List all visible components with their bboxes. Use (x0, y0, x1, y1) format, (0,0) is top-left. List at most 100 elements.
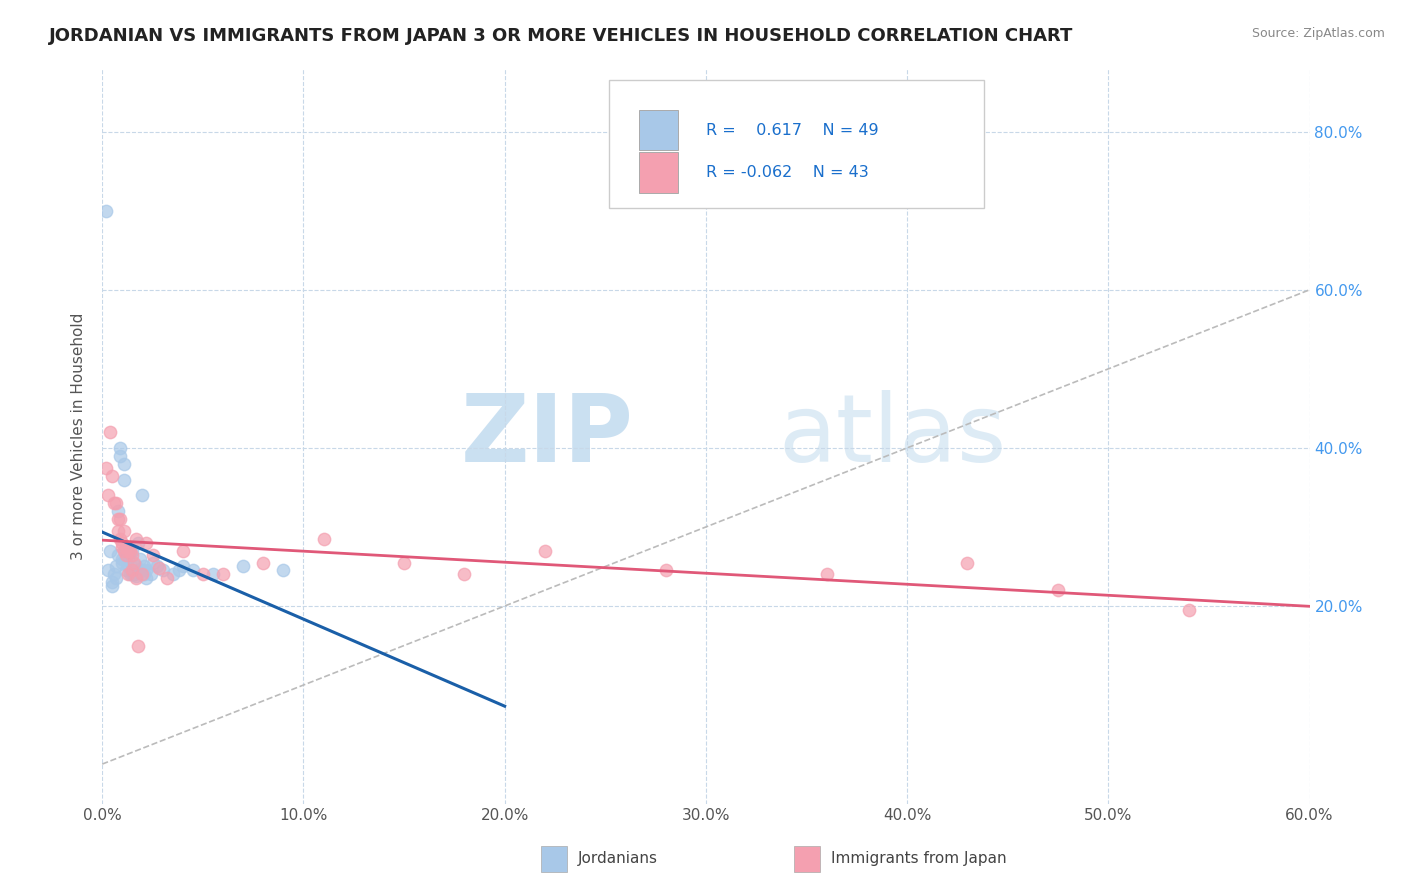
Point (121, 543, 143, 558)
FancyBboxPatch shape (640, 110, 678, 151)
Point (111, 551, 134, 566)
Point (131, 564, 153, 578)
Point (117, 567, 139, 582)
Point (172, 543, 194, 558)
Point (115, 548, 138, 562)
Text: JORDANIAN VS IMMIGRANTS FROM JAPAN 3 OR MORE VEHICLES IN HOUSEHOLD CORRELATION C: JORDANIAN VS IMMIGRANTS FROM JAPAN 3 OR … (49, 27, 1074, 45)
FancyBboxPatch shape (609, 79, 984, 208)
Point (98, 425, 121, 439)
Point (107, 512, 129, 526)
Point (392, 556, 415, 570)
Point (101, 468, 124, 483)
Point (111, 540, 134, 554)
Point (121, 567, 143, 582)
Point (97, 564, 120, 578)
Point (135, 535, 157, 549)
FancyBboxPatch shape (640, 153, 678, 193)
Point (191, 567, 214, 582)
Point (112, 524, 135, 538)
Point (105, 559, 128, 574)
Point (127, 535, 149, 549)
Point (120, 543, 142, 558)
Point (97, 488, 120, 502)
Point (110, 449, 132, 463)
Point (152, 564, 174, 578)
Point (124, 556, 146, 570)
Point (124, 567, 146, 582)
Point (312, 532, 335, 546)
Text: atlas: atlas (779, 390, 1007, 482)
Point (103, 567, 125, 582)
Point (139, 567, 162, 582)
Point (107, 524, 129, 538)
Point (107, 504, 129, 518)
Point (120, 567, 142, 582)
Text: ZIP: ZIP (461, 390, 634, 482)
Point (105, 496, 128, 510)
Point (155, 571, 177, 585)
Point (110, 512, 132, 526)
Point (112, 543, 135, 558)
Point (135, 571, 157, 585)
Point (125, 571, 148, 585)
Point (131, 488, 153, 502)
Point (134, 559, 156, 574)
Point (148, 561, 170, 575)
Point (110, 532, 132, 546)
Point (96, 460, 118, 475)
Text: R = -0.062    N = 43: R = -0.062 N = 43 (706, 165, 869, 180)
Point (115, 564, 138, 578)
Point (141, 548, 163, 562)
Point (110, 441, 132, 455)
Point (271, 564, 294, 578)
Point (134, 567, 156, 582)
Point (453, 567, 475, 582)
Point (111, 535, 134, 549)
Point (127, 564, 149, 578)
Point (252, 556, 274, 570)
Text: Immigrants from Japan: Immigrants from Japan (831, 852, 1007, 866)
Point (534, 543, 557, 558)
Text: R =    0.617    N = 49: R = 0.617 N = 49 (706, 123, 879, 137)
Point (162, 567, 184, 582)
Point (115, 540, 138, 554)
Point (815, 567, 838, 582)
Point (1178, 603, 1201, 617)
Point (121, 564, 143, 578)
Point (115, 551, 138, 566)
Point (212, 567, 235, 582)
Point (112, 473, 135, 487)
Point (124, 567, 146, 582)
Y-axis label: 3 or more Vehicles in Household: 3 or more Vehicles in Household (72, 312, 86, 560)
Point (201, 567, 224, 582)
Point (129, 551, 152, 566)
Point (98, 543, 121, 558)
Point (232, 559, 254, 574)
Point (117, 543, 139, 558)
Point (120, 543, 142, 558)
Text: Source: ZipAtlas.com: Source: ZipAtlas.com (1251, 27, 1385, 40)
Point (1046, 583, 1069, 598)
Point (127, 639, 149, 653)
Point (112, 457, 135, 471)
Point (956, 556, 979, 570)
Point (135, 564, 157, 578)
Point (121, 548, 143, 562)
Point (172, 559, 194, 574)
Point (117, 559, 139, 574)
Point (654, 564, 676, 578)
Point (141, 556, 163, 570)
Point (111, 556, 134, 570)
Point (101, 575, 124, 590)
Point (145, 559, 167, 574)
Point (131, 567, 153, 582)
Point (103, 496, 125, 510)
Point (105, 571, 128, 585)
Point (125, 569, 148, 583)
Point (125, 532, 148, 546)
Point (129, 564, 152, 578)
Point (181, 564, 204, 578)
Point (107, 548, 129, 562)
Text: Jordanians: Jordanians (578, 852, 658, 866)
Point (101, 579, 124, 593)
